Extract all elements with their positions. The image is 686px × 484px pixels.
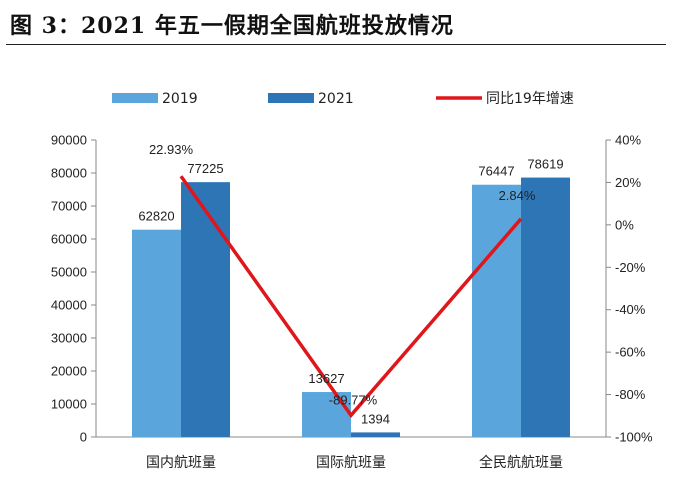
category-label: 国内航班量 — [146, 455, 216, 471]
right-axis-tick-label: 40% — [615, 133, 641, 148]
left-axis-tick-label: 70000 — [51, 199, 87, 214]
left-axis-tick-label: 50000 — [51, 265, 87, 280]
left-axis-tick-label: 90000 — [51, 133, 87, 148]
left-axis-tick-label: 80000 — [51, 166, 87, 181]
legend-label: 2021 — [318, 91, 354, 107]
bar-value-label: 76447 — [478, 164, 514, 179]
bar-value-label: 78619 — [527, 157, 563, 172]
right-axis-tick-label: -20% — [615, 260, 646, 275]
right-axis-tick-label: -60% — [615, 345, 646, 360]
bar-value-label: 13627 — [308, 371, 344, 386]
right-axis-tick-label: -100% — [615, 430, 653, 445]
left-axis-tick-label: 60000 — [51, 232, 87, 247]
bar-2021 — [181, 182, 230, 437]
bar-value-label: 62820 — [138, 209, 174, 224]
right-axis-tick-label: -80% — [615, 387, 646, 402]
right-axis-tick-label: -40% — [615, 302, 646, 317]
legend-label: 2019 — [162, 91, 198, 107]
legend-swatch — [112, 93, 158, 103]
figure-title: 图 3：2021 年五一假期全国航班投放情况 — [10, 13, 454, 39]
legend-swatch — [268, 93, 314, 103]
left-axis-tick-label: 10000 — [51, 397, 87, 412]
legend-label: 同比19年增速 — [486, 91, 574, 107]
right-axis-tick-label: 0% — [615, 217, 634, 232]
bar-2019 — [132, 229, 181, 437]
left-axis-tick-label: 0 — [80, 430, 87, 445]
right-axis-tick-label: 20% — [615, 175, 641, 190]
bar-value-label: 77225 — [187, 161, 223, 176]
left-axis-tick-label: 20000 — [51, 364, 87, 379]
growth-value-label: 2.84% — [499, 188, 536, 203]
title-rule — [6, 44, 666, 45]
bar-2021 — [521, 177, 570, 437]
left-axis-tick-label: 40000 — [51, 298, 87, 313]
category-label: 国际航班量 — [316, 455, 386, 471]
bar-value-label: 1394 — [361, 411, 390, 426]
growth-line — [179, 175, 523, 419]
left-axis-tick-label: 30000 — [51, 331, 87, 346]
bar-2019 — [302, 392, 351, 437]
bar-2019 — [472, 184, 521, 437]
bar-2021 — [351, 432, 400, 437]
growth-value-label: 22.93% — [149, 142, 194, 157]
growth-value-label: -89.77% — [329, 392, 378, 407]
category-label: 全民航航班量 — [479, 454, 563, 471]
